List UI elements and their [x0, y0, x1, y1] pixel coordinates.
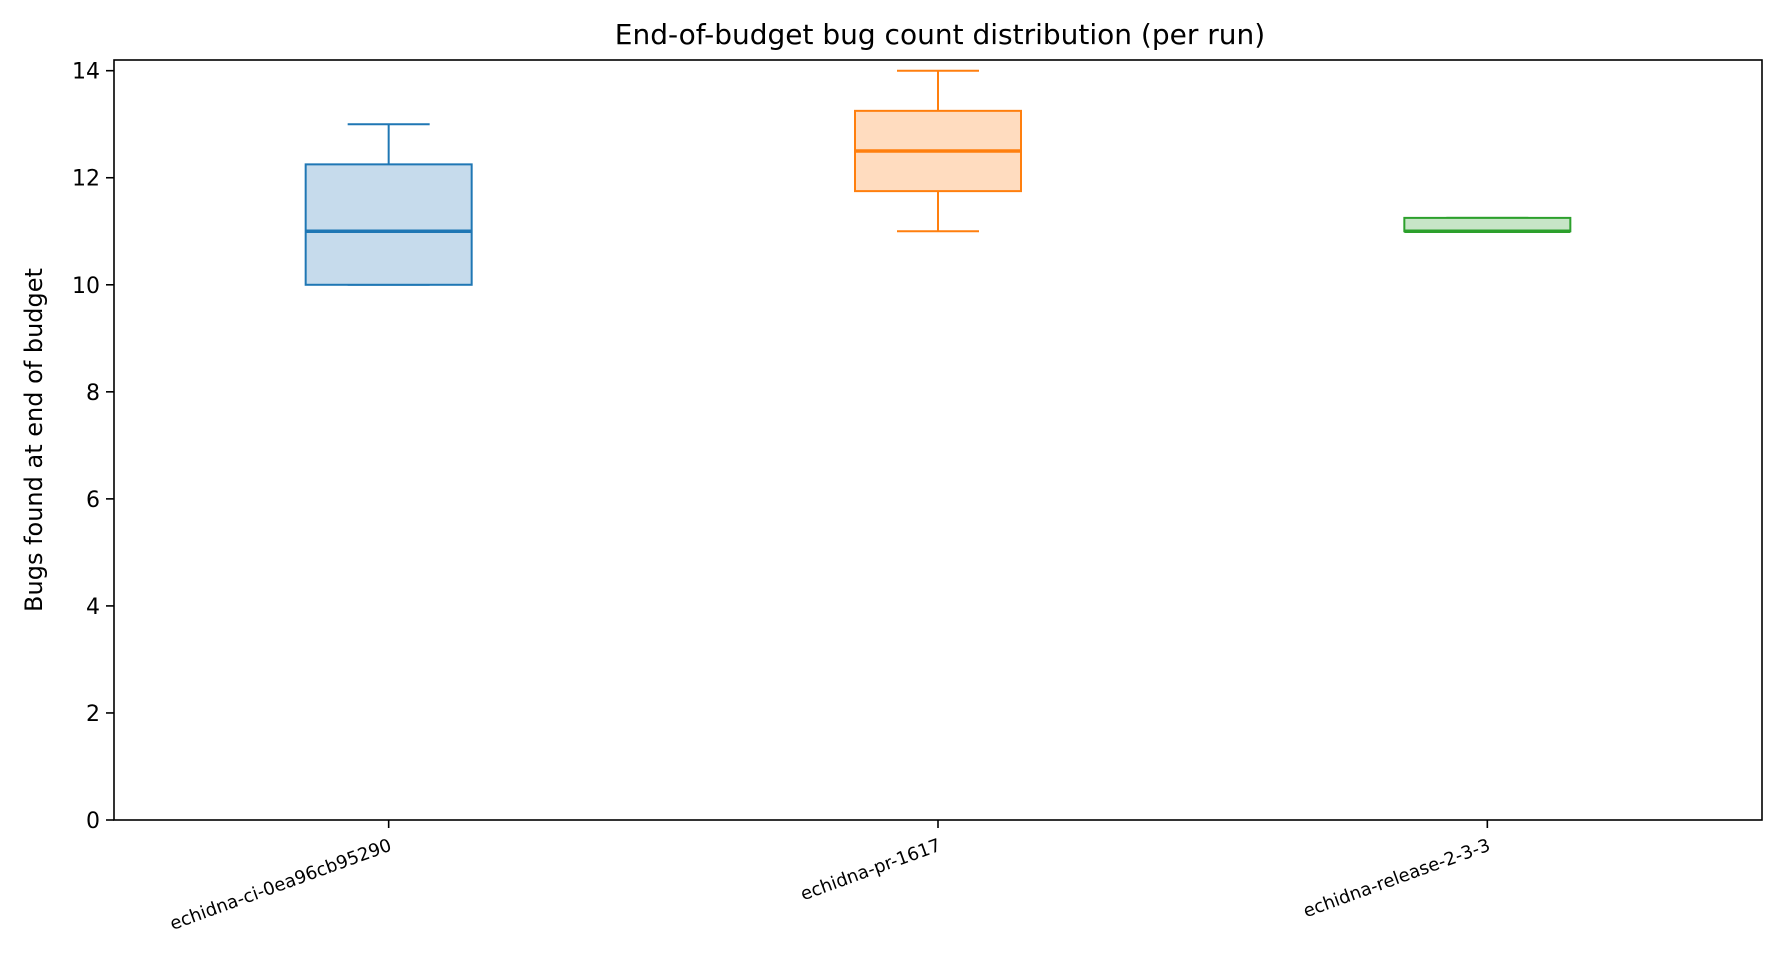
box-body: [304, 163, 473, 286]
y-tick-label: 8: [86, 381, 100, 406]
y-tick-label: 6: [86, 488, 100, 513]
chart-title: End-of-budget bug count distribution (pe…: [615, 18, 1265, 51]
y-tick-label: 14: [72, 60, 100, 85]
y-tick-label: 12: [72, 167, 100, 192]
x-tick-label: echidna-ci-0ea96cb95290: [167, 835, 394, 935]
plot-frame: [113, 59, 1763, 821]
y-tick-label: 2: [86, 702, 100, 727]
y-tick-label: 0: [86, 809, 100, 834]
x-tick-label: echidna-pr-1617: [798, 835, 944, 905]
box-body: [1403, 216, 1572, 233]
y-axis-label: Bugs found at end of budget: [20, 268, 48, 612]
y-tick-label: 4: [86, 595, 100, 620]
x-tick-label: echidna-release-2-3-3: [1301, 835, 1494, 922]
y-tick-label: 10: [72, 274, 100, 299]
plot-area: 0 2 4 6 8 10 12 14 echidna-ci-0ea96cb95290 echidn…: [72, 60, 1572, 935]
